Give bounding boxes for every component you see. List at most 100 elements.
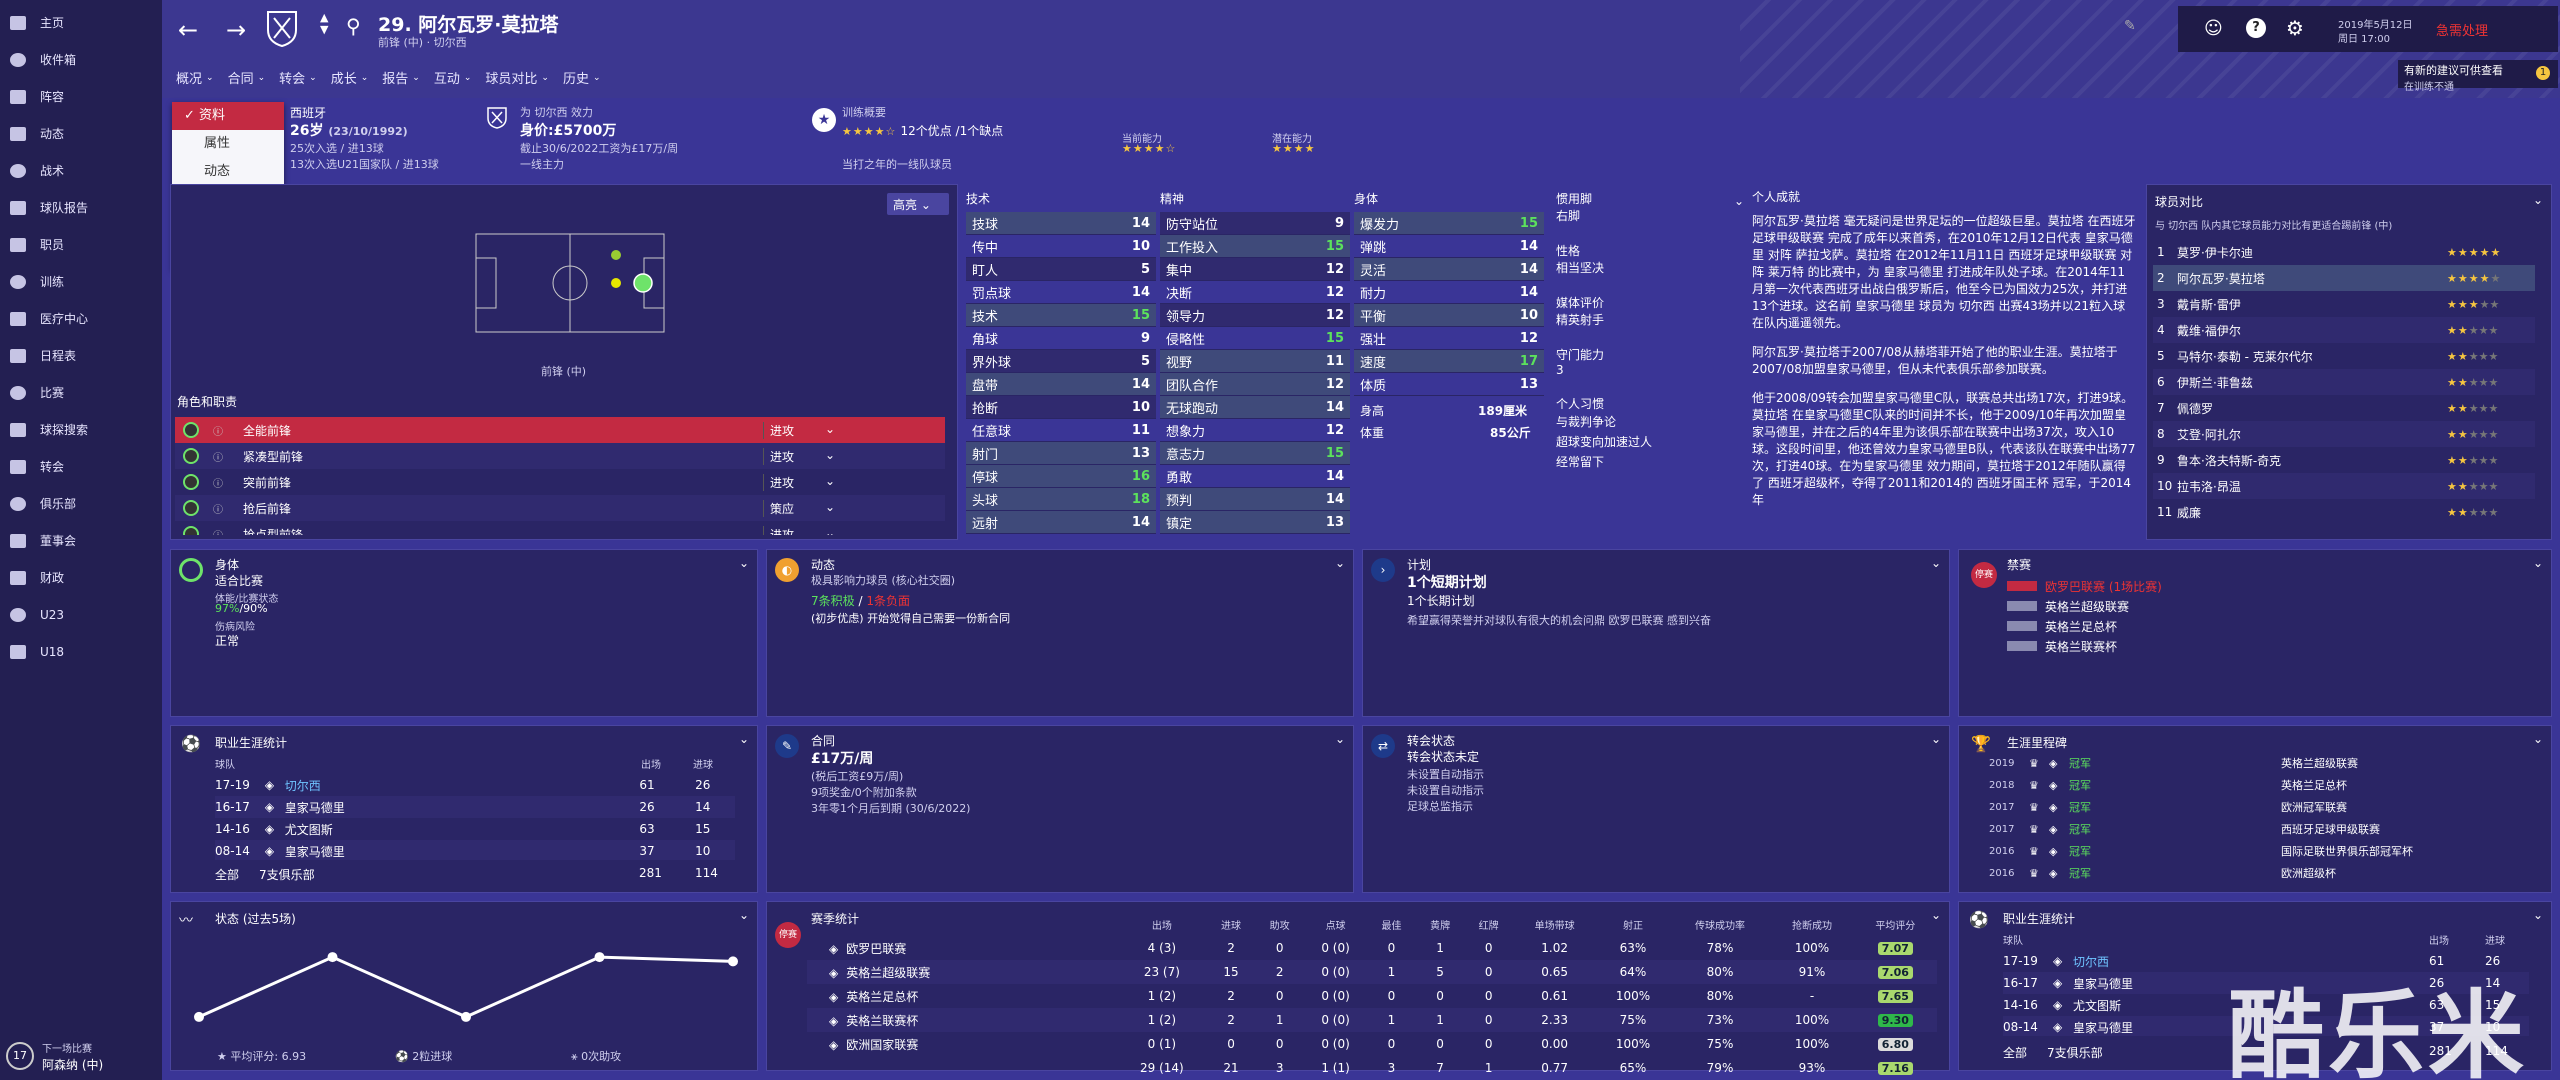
attribute-row[interactable]: 罚点球 14	[966, 281, 1156, 304]
attribute-row[interactable]: 镇定 13	[1160, 511, 1350, 534]
career-row[interactable]: 14-16 ◈ 尤文图斯 63 15	[2003, 994, 2529, 1016]
career-row[interactable]: 08-14 ◈ 皇家马德里 37 10	[2003, 1016, 2529, 1036]
comparison-row[interactable]: 4 戴维·福伊尔 ★★ ★★★	[2153, 317, 2535, 343]
info-icon[interactable]: ⓘ	[213, 504, 223, 516]
comparison-row[interactable]: 9 鲁本·洛夫特斯-奇克 ★★ ★★★	[2153, 447, 2535, 473]
next-match-opponent[interactable]: 阿森纳 (中)	[42, 1058, 104, 1072]
career-row[interactable]: 16-17 ◈ 皇家马德里 26 14	[215, 796, 735, 818]
sidebar-item[interactable]: 俱乐部	[0, 485, 162, 522]
attribute-row[interactable]: 任意球 11	[966, 419, 1156, 442]
role-duty[interactable]: 进攻 ⌄	[763, 421, 843, 439]
career-team[interactable]: 皇家马德里	[2073, 1020, 2134, 1035]
attribute-row[interactable]: 弹跳 14	[1354, 235, 1544, 258]
comparison-row[interactable]: 2 阿尔瓦罗·莫拉塔 ★★★★ ★	[2153, 265, 2535, 291]
tab-3[interactable]: 成长	[330, 72, 357, 87]
comparison-row[interactable]: 7 佩德罗 ★★ ★★★	[2153, 395, 2535, 421]
career-row[interactable]: 14-16 ◈ 尤文图斯 63 15	[215, 818, 735, 840]
edit-icon[interactable]: ✎	[2124, 18, 2136, 34]
season-row[interactable]: ◈ 欧罗巴联赛 4 (3) 2 0 0 (0) 0 1 0 1.02 63% 78% 100% 7.07	[807, 936, 1937, 960]
comparison-row[interactable]: 8 艾登·阿扎尔 ★★ ★★★	[2153, 421, 2535, 447]
tab-0[interactable]: 概况	[176, 72, 203, 87]
attribute-row[interactable]: 体质 13	[1354, 373, 1544, 396]
panel-dropdown-icon[interactable]: ⌄	[738, 908, 749, 922]
comparison-title[interactable]: 球员对比	[2155, 195, 2204, 209]
role-duty[interactable]: 进攻 ⌄	[763, 447, 843, 465]
attribute-row[interactable]: 领导力 12	[1160, 304, 1350, 327]
career-team[interactable]: 切尔西	[2073, 954, 2110, 969]
honour-row[interactable]: 2017 ♛ ◈ 冠军 欧洲冠军联赛	[1989, 796, 2529, 818]
career2-title[interactable]: 职业生涯统计	[2003, 912, 2076, 926]
form-point[interactable]	[194, 1011, 204, 1022]
season-title[interactable]: 赛季统计	[811, 912, 860, 926]
panel-dropdown-icon[interactable]: ⌄	[1334, 732, 1345, 746]
role-row[interactable]: ⓘ 突前前锋 进攻 ⌄	[175, 469, 945, 495]
season-column-header[interactable]: 传球成功率	[1695, 920, 1746, 932]
role-row[interactable]: ⓘ 抢点型前锋 进攻⌄	[175, 521, 945, 535]
honour-row[interactable]: 2018 ♛ ◈ 冠军 英格兰足总杯	[1989, 774, 2529, 796]
attribute-row[interactable]: 意志力 15	[1160, 442, 1350, 465]
panel-dropdown-icon[interactable]: ⌄	[738, 732, 749, 746]
sidebar-item[interactable]: 职员	[0, 226, 162, 263]
player-switch-icon[interactable]: ▲ ▼	[320, 11, 329, 36]
attribute-row[interactable]: 防守站位 9	[1160, 212, 1350, 235]
comparison-row[interactable]: 10 拉韦洛·昂温 ★★ ★★★	[2153, 473, 2535, 499]
attribute-row[interactable]: 团队合作 12	[1160, 373, 1350, 396]
panel-dropdown-icon[interactable]: ⌄	[2532, 556, 2543, 570]
honours-title[interactable]: 生涯里程碑	[2007, 736, 2068, 750]
tab-4[interactable]: 报告	[382, 72, 409, 87]
comparison-row[interactable]: 5 马特尔·泰勒 - 克莱尔代尔 ★★ ★★★	[2153, 343, 2535, 369]
attribute-row[interactable]: 平衡 10	[1354, 304, 1544, 327]
career-row[interactable]: 17-19 ◈ 切尔西 61 26	[2003, 950, 2529, 972]
season-column-header[interactable]: 出场	[1151, 920, 1172, 932]
manager-icon[interactable]: ☺	[2204, 18, 2223, 39]
season-column-header[interactable]: 助攻	[1269, 920, 1290, 932]
career-row[interactable]: 08-14 ◈ 皇家马德里 37 10	[215, 840, 735, 860]
menu-item[interactable]: 属性	[204, 136, 231, 151]
misc-dropdown-icon[interactable]: ⌄	[1734, 194, 1745, 208]
menu-item[interactable]: ✓ 资料	[172, 102, 284, 130]
gear-icon[interactable]: ⚙	[2286, 16, 2304, 40]
attribute-row[interactable]: 勇敢 14	[1160, 465, 1350, 488]
form-point[interactable]	[461, 1011, 471, 1022]
form-title[interactable]: 状态 (过去5场)	[215, 912, 296, 926]
continue-button[interactable]: 急需处理	[2436, 24, 2489, 39]
season-column-header[interactable]: 射正	[1622, 920, 1643, 932]
season-row[interactable]: ◈ 英格兰超级联赛 23 (7) 15 2 0 (0) 1 5 0 0.65 64% 80% 91% 7.…	[807, 960, 1937, 984]
menu-item[interactable]: 动态	[204, 164, 231, 179]
info-icon[interactable]: ⓘ	[213, 527, 223, 536]
info-icon[interactable]: ⓘ	[213, 452, 223, 464]
attribute-row[interactable]: 想象力 12	[1160, 419, 1350, 442]
honour-row[interactable]: 2019 ♛ ◈ 冠军 英格兰超级联赛	[1989, 752, 2529, 774]
career-team[interactable]: 皇家马德里	[2073, 976, 2134, 991]
season-column-header[interactable]: 单场带球	[1534, 920, 1575, 932]
comparison-row[interactable]: 1 莫罗·伊卡尔迪 ★★★★★	[2153, 239, 2535, 265]
honour-row[interactable]: 2016 ♛ ◈ 冠军 国际足联世界俱乐部冠军杯	[1989, 840, 2529, 862]
form-point[interactable]	[594, 952, 605, 963]
panel-dropdown-icon[interactable]: ⌄	[2532, 908, 2543, 922]
attribute-row[interactable]: 工作投入 15	[1160, 235, 1350, 258]
sidebar-item[interactable]: 收件箱	[0, 41, 162, 78]
attribute-row[interactable]: 技球 14	[966, 212, 1156, 235]
role-row[interactable]: ⓘ 全能前锋 进攻 ⌄	[175, 417, 945, 443]
honour-row[interactable]: 2016 ♛ ◈ 冠军 欧洲超级杯	[1989, 862, 2529, 884]
physical-status-title[interactable]: 身体	[215, 558, 240, 572]
career-team[interactable]: 尤文图斯	[284, 822, 333, 837]
role-duty[interactable]: 进攻 ⌄	[763, 473, 843, 491]
attribute-row[interactable]: 强壮 12	[1354, 327, 1544, 350]
career-row[interactable]: 17-19 ◈ 切尔西 61 26	[215, 774, 735, 796]
sidebar-item[interactable]: 董事会	[0, 522, 162, 559]
transfer-title[interactable]: 转会状态	[1407, 734, 1456, 748]
sidebar-item[interactable]: U23	[0, 596, 162, 633]
bans-title[interactable]: 禁赛	[2007, 558, 2032, 572]
sidebar-item[interactable]: 球队报告	[0, 189, 162, 226]
role-row[interactable]: ⓘ 抢后前锋 策应 ⌄	[175, 495, 945, 521]
career-team[interactable]: 皇家马德里	[284, 800, 345, 815]
training-title[interactable]: 训练概要	[842, 106, 886, 119]
attribute-row[interactable]: 爆发力 15	[1354, 212, 1544, 235]
panel-dropdown-icon[interactable]: ⌄	[1930, 732, 1941, 746]
tab-2[interactable]: 转会	[279, 72, 306, 87]
attribute-row[interactable]: 停球 16	[966, 465, 1156, 488]
sidebar-item[interactable]: 日程表	[0, 337, 162, 374]
sidebar-item[interactable]: 球探搜索	[0, 411, 162, 448]
tab-5[interactable]: 互动	[433, 72, 460, 87]
